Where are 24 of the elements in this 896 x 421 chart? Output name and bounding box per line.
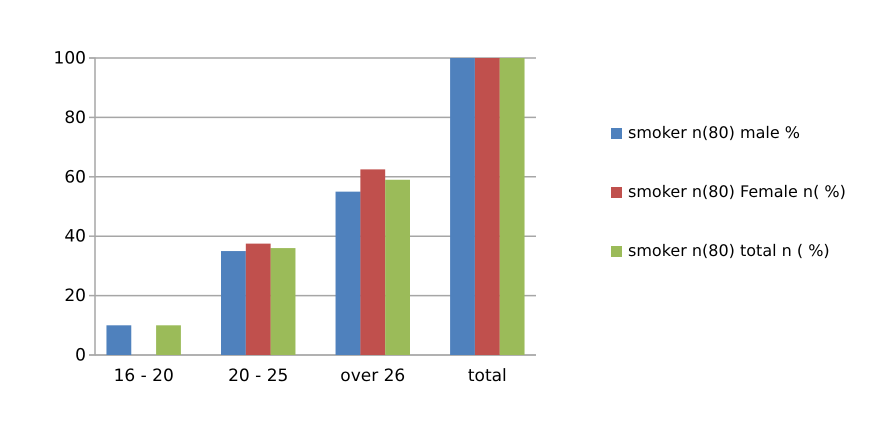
bar xyxy=(106,325,132,355)
y-tick-label: 40 xyxy=(64,226,86,247)
x-tick-label: total xyxy=(468,366,507,386)
x-tick-label: 16 - 20 xyxy=(114,366,174,386)
bar xyxy=(221,251,246,355)
legend-label: smoker n(80) Female n( %) xyxy=(628,182,846,201)
bar xyxy=(156,325,181,355)
x-tick-label: 20 - 25 xyxy=(228,366,288,386)
bar xyxy=(385,180,410,355)
y-tick-label: 80 xyxy=(64,108,86,128)
bar xyxy=(246,244,271,355)
y-tick-label: 100 xyxy=(54,48,86,68)
bar xyxy=(336,192,360,355)
legend-label: smoker n(80) total n ( %) xyxy=(628,241,830,260)
y-tick-label: 0 xyxy=(75,345,86,366)
bar xyxy=(360,169,386,355)
legend-label: smoker n(80) male % xyxy=(628,123,800,142)
y-tick-label: 20 xyxy=(64,286,86,306)
bar xyxy=(270,248,296,355)
bar xyxy=(450,58,475,355)
bar xyxy=(474,58,500,355)
y-tick-label: 60 xyxy=(64,167,86,188)
bar xyxy=(500,58,525,355)
x-tick-label: over 26 xyxy=(340,366,406,386)
